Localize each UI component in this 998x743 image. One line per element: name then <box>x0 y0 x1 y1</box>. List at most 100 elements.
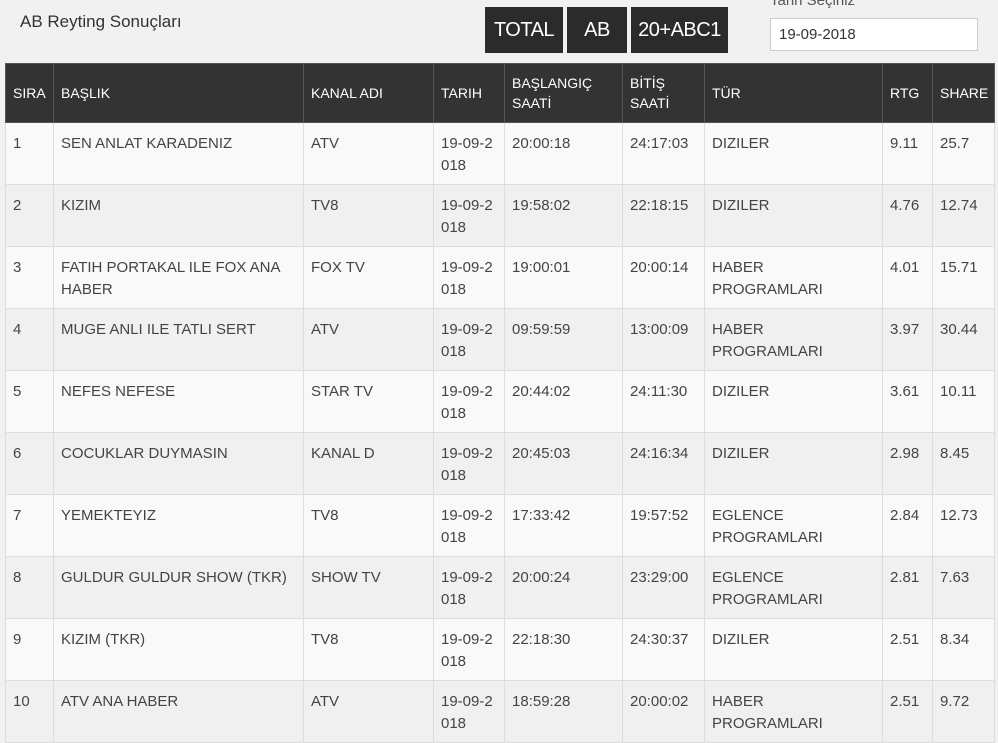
cell-genre: DIZILER <box>704 184 883 247</box>
cell-rtg: 3.97 <box>882 308 933 371</box>
cell-rank: 5 <box>5 370 54 433</box>
table-row: 10 ATV ANA HABER ATV 19-09-​2018 18:59:28 20:… <box>5 680 995 743</box>
cell-start-time: 20:00:24 <box>504 556 623 619</box>
date-input[interactable] <box>770 18 978 51</box>
cell-share: 9.72 <box>932 680 995 743</box>
cell-start-time: 20:00:18 <box>504 122 623 185</box>
cell-date: 19-09-​2018 <box>433 370 505 433</box>
cell-title: KIZIM (TKR) <box>53 618 304 681</box>
cell-start-time: 18:59:28 <box>504 680 623 743</box>
column-header-rtg[interactable]: RTG <box>882 63 933 123</box>
cell-date: 19-09-​2018 <box>433 556 505 619</box>
total-button[interactable]: TOTAL <box>485 7 563 53</box>
table-header-row: SIRA BAŞLIK KANAL ADI TARIH BAŞLANGIÇ SAATİ B… <box>5 63 995 123</box>
cell-rank: 9 <box>5 618 54 681</box>
cell-rank: 2 <box>5 184 54 247</box>
cell-date: 19-09-​2018 <box>433 184 505 247</box>
table-row: 9 KIZIM (TKR) TV8 19-09-​2018 22:18:30 24:30:… <box>5 618 995 681</box>
20-abc1-button[interactable]: 20+ABC1 <box>631 7 728 53</box>
cell-rank: 8 <box>5 556 54 619</box>
cell-share: 25.7 <box>932 122 995 185</box>
cell-share: 8.34 <box>932 618 995 681</box>
cell-share: 10.11 <box>932 370 995 433</box>
cell-genre: HABER PROGRAMLARI <box>704 308 883 371</box>
cell-end-time: 24:11:30 <box>622 370 705 433</box>
cell-channel: SHOW TV <box>303 556 434 619</box>
cell-end-time: 24:30:37 <box>622 618 705 681</box>
cell-end-time: 19:57:52 <box>622 494 705 557</box>
cell-rtg: 4.76 <box>882 184 933 247</box>
cell-end-time: 23:29:00 <box>622 556 705 619</box>
ab-button[interactable]: AB <box>567 7 627 53</box>
cell-genre: EGLENCE PROGRAMLARI <box>704 556 883 619</box>
cell-title: ATV ANA HABER <box>53 680 304 743</box>
cell-genre: EGLENCE PROGRAMLARI <box>704 494 883 557</box>
cell-genre: DIZILER <box>704 122 883 185</box>
cell-title: KIZIM <box>53 184 304 247</box>
table-row: 2 KIZIM TV8 19-09-​2018 19:58:02 22:18:15 DIZI… <box>5 184 995 247</box>
cell-date: 19-09-​2018 <box>433 432 505 495</box>
column-header-genre[interactable]: TÜR <box>704 63 883 123</box>
cell-channel: KANAL D <box>303 432 434 495</box>
cell-start-time: 17:33:42 <box>504 494 623 557</box>
cell-end-time: 22:18:15 <box>622 184 705 247</box>
cell-date: 19-09-​2018 <box>433 246 505 309</box>
column-header-end-time[interactable]: BİTİŞ SAATİ <box>622 63 705 123</box>
cell-rtg: 2.51 <box>882 680 933 743</box>
cell-share: 7.63 <box>932 556 995 619</box>
cell-channel: TV8 <box>303 494 434 557</box>
table-row: 5 NEFES NEFESE STAR TV 19-09-​2018 20:44:02 2… <box>5 370 995 433</box>
cell-rank: 6 <box>5 432 54 495</box>
cell-start-time: 09:59:59 <box>504 308 623 371</box>
cell-channel: STAR TV <box>303 370 434 433</box>
cell-genre: HABER PROGRAMLARI <box>704 246 883 309</box>
column-header-channel[interactable]: KANAL ADI <box>303 63 434 123</box>
table-row: 1 SEN ANLAT KARADENIZ ATV 19-09-​2018 20:00:… <box>5 122 995 185</box>
column-header-rank[interactable]: SIRA <box>5 63 54 123</box>
cell-rtg: 4.01 <box>882 246 933 309</box>
table-row: 8 GULDUR GULDUR SHOW (TKR) SHOW TV 19-09-​2… <box>5 556 995 619</box>
cell-start-time: 19:58:02 <box>504 184 623 247</box>
cell-share: 12.73 <box>932 494 995 557</box>
cell-rtg: 2.84 <box>882 494 933 557</box>
cell-title: YEMEKTEYIZ <box>53 494 304 557</box>
cell-date: 19-09-​2018 <box>433 308 505 371</box>
cell-end-time: 20:00:14 <box>622 246 705 309</box>
cell-date: 19-09-​2018 <box>433 680 505 743</box>
cell-genre: DIZILER <box>704 370 883 433</box>
cell-channel: ATV <box>303 308 434 371</box>
cell-share: 8.45 <box>932 432 995 495</box>
cell-end-time: 24:17:03 <box>622 122 705 185</box>
cell-genre: DIZILER <box>704 618 883 681</box>
cell-date: 19-09-​2018 <box>433 618 505 681</box>
cell-share: 15.71 <box>932 246 995 309</box>
cell-rtg: 3.61 <box>882 370 933 433</box>
cell-title: FATIH PORTAKAL ILE FOX ANA HABER <box>53 246 304 309</box>
cell-channel: TV8 <box>303 184 434 247</box>
cell-title: NEFES NEFESE <box>53 370 304 433</box>
table-row: 7 YEMEKTEYIZ TV8 19-09-​2018 17:33:42 19:57:5… <box>5 494 995 557</box>
table-row: 4 MUGE ANLI ILE TATLI SERT ATV 19-09-​2018 0… <box>5 308 995 371</box>
table-row: 3 FATIH PORTAKAL ILE FOX ANA HABER FOX TV 1… <box>5 246 995 309</box>
cell-channel: ATV <box>303 122 434 185</box>
cell-channel: FOX TV <box>303 246 434 309</box>
page-title: AB Reyting Sonuçları <box>20 12 182 31</box>
cell-share: 30.44 <box>932 308 995 371</box>
cell-title: MUGE ANLI ILE TATLI SERT <box>53 308 304 371</box>
column-header-start-time[interactable]: BAŞLANGIÇ SAATİ <box>504 63 623 123</box>
cell-end-time: 20:00:02 <box>622 680 705 743</box>
cell-start-time: 20:45:03 <box>504 432 623 495</box>
ratings-table: SIRA BAŞLIK KANAL ADI TARIH BAŞLANGIÇ SAATİ B… <box>5 63 995 743</box>
cell-channel: ATV <box>303 680 434 743</box>
column-header-title[interactable]: BAŞLIK <box>53 63 304 123</box>
column-header-share[interactable]: SHARE <box>932 63 995 123</box>
cell-end-time: 13:00:09 <box>622 308 705 371</box>
cell-genre: DIZILER <box>704 432 883 495</box>
cell-rtg: 2.81 <box>882 556 933 619</box>
column-header-date[interactable]: TARIH <box>433 63 505 123</box>
cell-rank: 1 <box>5 122 54 185</box>
cell-date: 19-09-​2018 <box>433 494 505 557</box>
cell-title: COCUKLAR DUYMASIN <box>53 432 304 495</box>
cell-channel: TV8 <box>303 618 434 681</box>
cell-start-time: 19:00:01 <box>504 246 623 309</box>
